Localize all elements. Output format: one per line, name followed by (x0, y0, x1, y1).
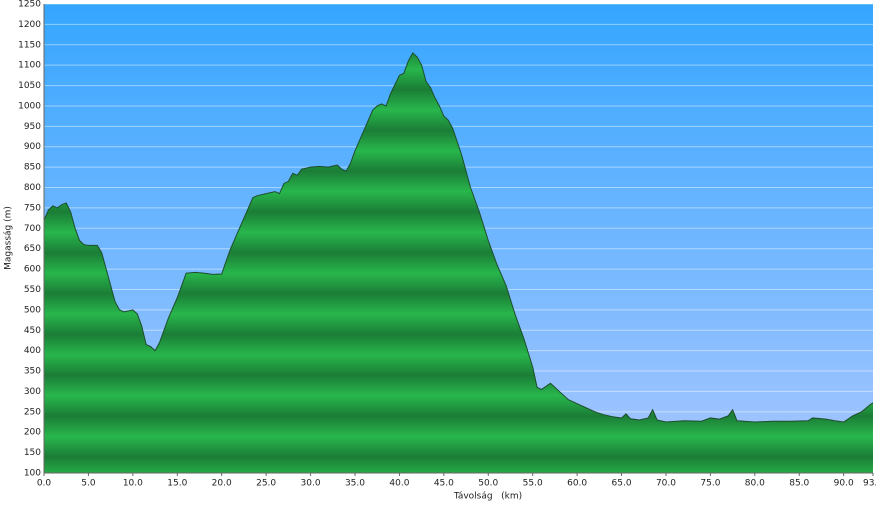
y-tick-label: 500 (24, 305, 41, 315)
x-tick-label: 70.0 (656, 479, 676, 489)
y-tick-label: 1150 (18, 40, 41, 50)
x-tick-label: 80.0 (745, 479, 765, 489)
x-tick-label: 35.0 (345, 479, 365, 489)
y-tick-label: 900 (24, 142, 41, 152)
x-tick-label: 60.0 (567, 479, 587, 489)
y-tick-label: 200 (24, 428, 41, 438)
y-tick-label: 750 (24, 203, 41, 213)
x-tick-label: 85.0 (789, 479, 809, 489)
x-tick-label: 10.0 (123, 479, 143, 489)
y-tick-label: 1050 (18, 81, 41, 91)
y-tick-label: 150 (24, 448, 41, 458)
y-tick-label: 800 (24, 183, 41, 193)
y-tick-label: 650 (24, 244, 41, 254)
x-tick-label: 50.0 (478, 479, 498, 489)
x-tick-label: 40.0 (389, 479, 409, 489)
x-tick-label: 75.0 (700, 479, 720, 489)
x-tick-label: 5.0 (81, 479, 96, 489)
y-tick-label: 850 (24, 163, 41, 173)
y-tick-label: 550 (24, 285, 41, 295)
y-tick-label: 1200 (18, 20, 41, 30)
y-tick-label: 700 (24, 224, 41, 234)
y-tick-label: 350 (24, 367, 41, 377)
x-tick-label: 55.0 (523, 479, 543, 489)
x-axis-label: Távolság (km) (453, 492, 522, 502)
x-tick-label: 65.0 (612, 479, 632, 489)
x-tick-label: 90.0 (834, 479, 854, 489)
x-tick-label: 45.0 (434, 479, 454, 489)
x-tick-label: 20.0 (212, 479, 232, 489)
y-tick-label: 1100 (18, 61, 41, 71)
x-tick-label: 0.0 (37, 479, 52, 489)
y-tick-label: 400 (24, 346, 41, 356)
y-axis-label: Magasság (m) (4, 206, 14, 270)
y-tick-label: 950 (24, 122, 41, 132)
x-tick-label: 93.3 (863, 479, 876, 489)
y-tick-label: 600 (24, 265, 41, 275)
x-tick-label: 25.0 (256, 479, 276, 489)
y-tick-label: 250 (24, 407, 41, 417)
y-tick-label: 1250 (18, 0, 41, 10)
x-tick-label: 15.0 (167, 479, 187, 489)
y-tick-label: 450 (24, 326, 41, 336)
x-tick-label: 30.0 (301, 479, 321, 489)
line (43, 52, 874, 423)
y-tick-label: 1000 (18, 101, 41, 111)
area (44, 52, 873, 474)
y-tick-label: 300 (24, 387, 41, 397)
y-tick-label: 100 (24, 469, 41, 479)
